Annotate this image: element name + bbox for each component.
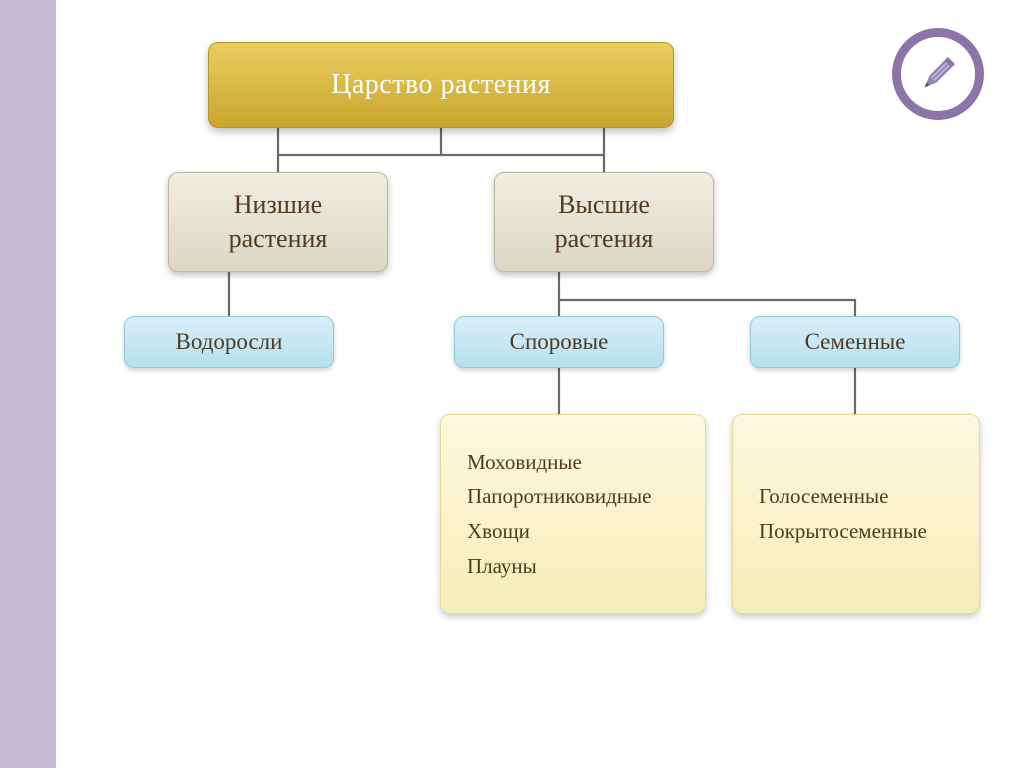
node-higher-plants-label: Высшие растения (555, 188, 654, 256)
node-spore-label: Споровые (510, 327, 609, 357)
node-algae-label: Водоросли (176, 327, 283, 357)
pencil-icon (892, 28, 984, 120)
node-higher-plants: Высшие растения (494, 172, 714, 272)
node-lower-plants-label: Низшие растения (229, 188, 328, 256)
spore-list-content: МоховидныеПапоротниковидныеХвощиПлауны (441, 423, 705, 606)
list-item: Моховидные (467, 445, 683, 480)
node-seed-label: Семенные (805, 327, 906, 357)
list-item: Хвощи (467, 514, 683, 549)
node-lower-plants: Низшие растения (168, 172, 388, 272)
node-seed-list: ГолосеменныеПокрытосеменные (732, 414, 980, 614)
node-kingdom-plants-label: Царство растения (331, 67, 551, 103)
left-stripe (0, 0, 56, 768)
node-algae: Водоросли (124, 316, 334, 368)
list-item: Папоротниковидные (467, 479, 683, 514)
seed-list-content: ГолосеменныеПокрытосеменные (733, 457, 979, 570)
node-seed: Семенные (750, 316, 960, 368)
node-spore-list: МоховидныеПапоротниковидныеХвощиПлауны (440, 414, 706, 614)
node-kingdom-plants: Царство растения (208, 42, 674, 128)
list-item: Покрытосеменные (759, 514, 957, 549)
node-spore: Споровые (454, 316, 664, 368)
list-item: Голосеменные (759, 479, 957, 514)
list-item: Плауны (467, 549, 683, 584)
